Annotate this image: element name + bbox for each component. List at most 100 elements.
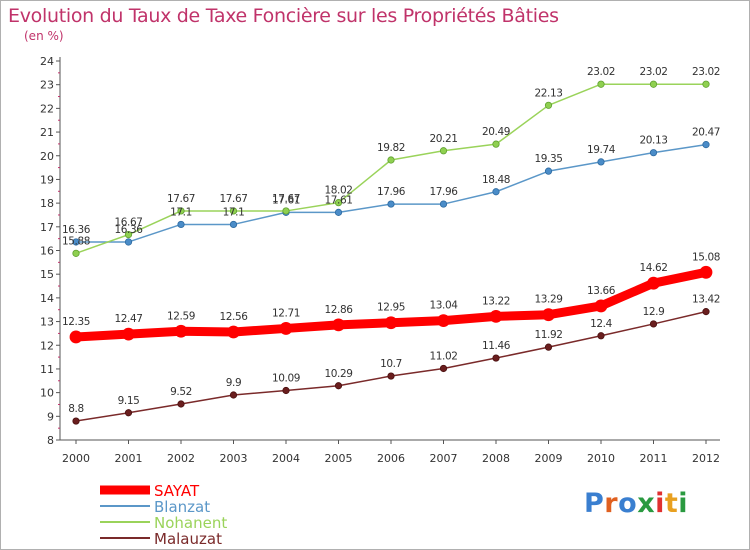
data-label-blanzat: 17.96: [377, 186, 406, 198]
data-label-sayat: 12.35: [62, 316, 90, 328]
x-tick-label: 2010: [587, 452, 615, 465]
logo-letter: o: [618, 488, 638, 519]
data-point-sayat: [489, 309, 503, 323]
data-point-nohanent: [597, 80, 605, 88]
logo-letter: i: [678, 488, 689, 519]
y-tick-label: 14: [40, 292, 54, 305]
data-point-nohanent: [702, 80, 710, 88]
data-point-sayat: [647, 276, 660, 290]
data-point-sayat: [542, 308, 555, 322]
data-label-malauzat: 10.29: [324, 368, 352, 380]
data-label-nohanent: 16.67: [114, 217, 142, 229]
data-point-malauzat: [597, 332, 605, 340]
data-point-blanzat: [387, 200, 395, 208]
data-point-blanzat: [702, 141, 710, 149]
data-point-sayat: [699, 265, 713, 279]
data-label-blanzat: 17.1: [223, 206, 245, 218]
data-label-nohanent: 23.02: [639, 66, 667, 78]
data-point-nohanent: [177, 207, 185, 215]
data-point-nohanent: [387, 156, 395, 164]
data-point-blanzat: [439, 200, 448, 208]
data-label-malauzat: 12.9: [643, 306, 665, 318]
x-tick-label: 2009: [535, 452, 563, 465]
data-point-blanzat: [492, 188, 500, 196]
data-point-sayat: [384, 316, 398, 330]
y-tick-label: 17: [40, 221, 54, 234]
y-tick-label: 24: [40, 55, 54, 68]
x-tick-label: 2005: [325, 452, 353, 465]
data-point-nohanent: [334, 199, 343, 207]
y-tick-label: 11: [40, 363, 54, 376]
data-label-blanzat: 16.36: [62, 224, 91, 236]
x-tick-label: 2003: [220, 452, 248, 465]
data-point-blanzat: [544, 167, 553, 175]
data-point-nohanent: [282, 207, 290, 215]
data-point-sayat: [227, 325, 240, 339]
data-label-nohanent: 17.67: [272, 193, 300, 205]
data-point-malauzat: [649, 320, 658, 328]
logo-letter: P: [584, 488, 605, 519]
data-point-malauzat: [544, 343, 553, 351]
logo-letter: t: [664, 488, 679, 519]
legend-label-malauzat: Malauzat: [154, 530, 222, 548]
data-point-sayat: [332, 318, 345, 332]
data-label-malauzat: 10.09: [272, 372, 300, 384]
data-point-malauzat: [282, 386, 290, 395]
data-label-malauzat: 11.46: [482, 340, 511, 352]
data-point-malauzat: [702, 308, 710, 316]
data-label-malauzat: 9.15: [118, 395, 140, 407]
data-point-sayat: [594, 299, 608, 313]
data-label-sayat: 12.71: [272, 307, 300, 319]
data-label-sayat: 13.22: [482, 295, 510, 307]
data-label-blanzat: 18.48: [482, 174, 510, 186]
data-label-malauzat: 11.02: [429, 350, 457, 362]
data-label-blanzat: 17.96: [429, 186, 458, 198]
data-label-blanzat: 20.13: [639, 135, 667, 147]
x-tick-label: 2000: [62, 452, 90, 465]
data-point-blanzat: [597, 158, 605, 166]
data-label-sayat: 12.47: [114, 313, 142, 325]
data-label-sayat: 13.29: [534, 294, 562, 306]
data-point-blanzat: [229, 220, 238, 229]
data-point-nohanent: [649, 80, 658, 88]
logo-letter: r: [604, 488, 619, 519]
data-point-blanzat: [334, 208, 343, 216]
data-label-sayat: 13.66: [587, 285, 616, 297]
data-point-malauzat: [72, 417, 80, 425]
legend-label-blanzat: Blanzat: [154, 498, 211, 516]
data-label-sayat: 14.62: [639, 262, 667, 274]
x-tick-label: 2006: [377, 452, 405, 465]
data-point-blanzat: [124, 238, 133, 246]
x-tick-label: 2004: [272, 452, 300, 465]
data-point-nohanent: [492, 140, 500, 148]
data-label-blanzat: 17.1: [170, 206, 192, 218]
data-label-sayat: 15.08: [692, 251, 720, 263]
y-tick-label: 20: [40, 150, 54, 163]
logo-letter: i: [655, 488, 665, 519]
data-point-malauzat: [334, 382, 343, 390]
y-tick-label: 23: [40, 79, 54, 92]
y-tick-label: 12: [40, 339, 54, 352]
data-point-nohanent: [544, 101, 553, 109]
data-label-nohanent: 15.88: [62, 235, 90, 247]
data-point-sayat: [437, 314, 450, 328]
y-tick-label: 22: [40, 102, 54, 115]
data-label-sayat: 12.59: [167, 310, 195, 322]
data-point-sayat: [279, 322, 293, 335]
data-label-blanzat: 20.47: [692, 127, 720, 139]
data-label-nohanent: 17.67: [219, 193, 247, 205]
data-point-malauzat: [439, 364, 448, 373]
y-tick-label: 19: [40, 173, 54, 186]
data-point-nohanent: [229, 207, 238, 215]
data-label-malauzat: 11.92: [534, 329, 562, 341]
y-tick-label: 8: [47, 434, 54, 447]
data-point-nohanent: [72, 249, 80, 257]
data-label-blanzat: 16.36: [114, 224, 143, 236]
data-point-nohanent: [124, 231, 133, 239]
data-label-nohanent: 18.02: [324, 185, 352, 197]
data-label-malauzat: 10.7: [380, 358, 402, 370]
data-point-sayat: [174, 324, 188, 338]
data-label-malauzat: 8.8: [68, 403, 84, 415]
